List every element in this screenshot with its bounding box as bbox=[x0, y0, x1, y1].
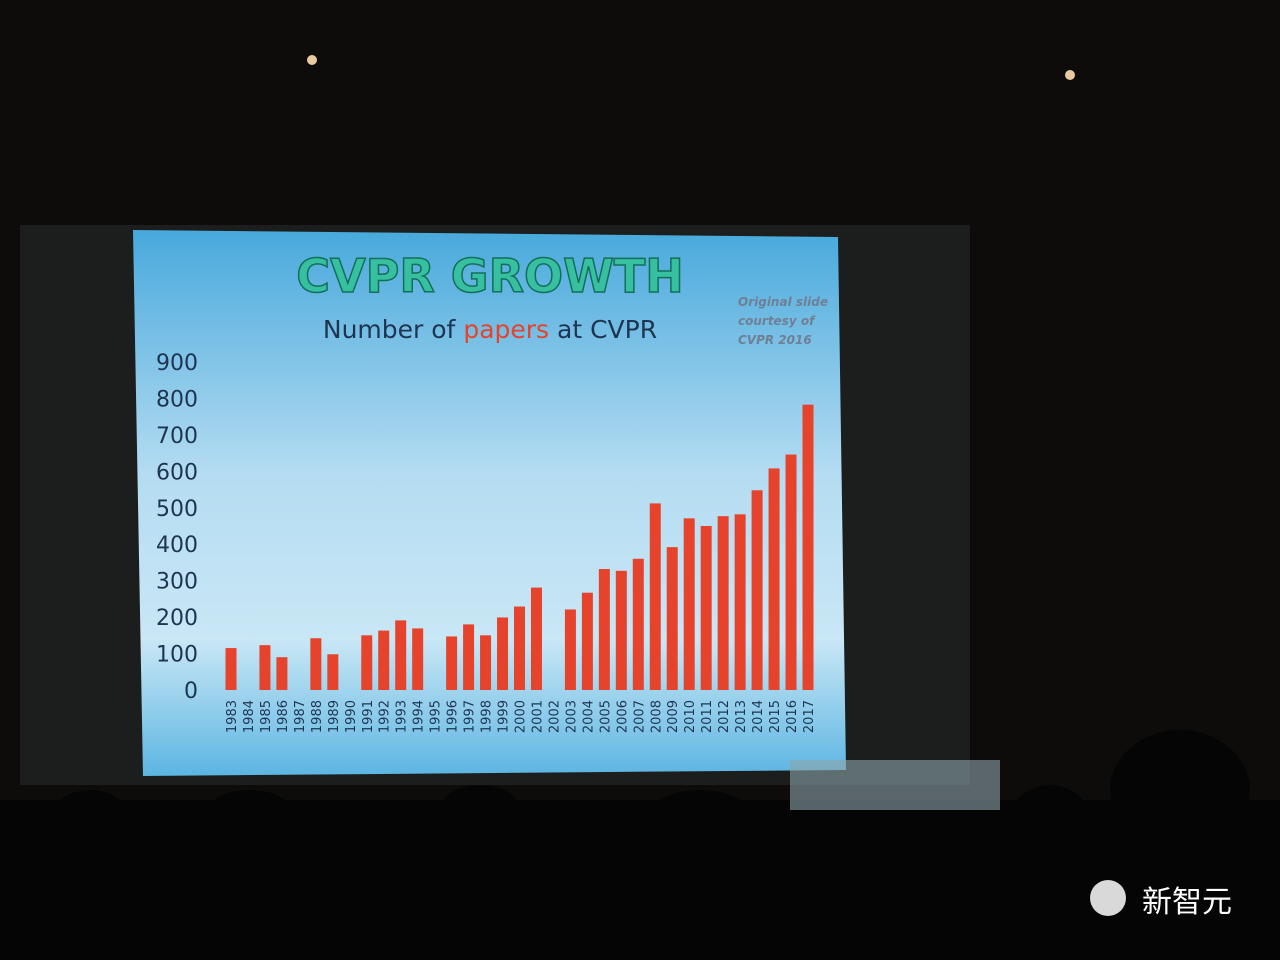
y-tick-label: 0 bbox=[184, 679, 198, 704]
x-tick-label: 1998 bbox=[480, 700, 495, 733]
note-line: Original slide bbox=[738, 295, 828, 309]
bar bbox=[615, 570, 627, 690]
x-tick-label: 1991 bbox=[361, 700, 376, 733]
bar bbox=[446, 636, 458, 690]
bar bbox=[768, 468, 780, 690]
audience bbox=[0, 730, 1280, 960]
x-tick-label: 2013 bbox=[734, 700, 749, 733]
y-tick-label: 600 bbox=[156, 460, 198, 485]
bar bbox=[412, 628, 424, 690]
bar bbox=[327, 654, 339, 690]
bar bbox=[361, 635, 373, 690]
bar bbox=[751, 490, 763, 690]
x-tick-label: 2007 bbox=[632, 700, 647, 733]
bar bbox=[378, 630, 390, 690]
x-tick-label: 2016 bbox=[785, 700, 800, 733]
watermark: 新智元 bbox=[1090, 880, 1232, 920]
y-tick-label: 400 bbox=[156, 533, 198, 558]
x-tick-label: 1993 bbox=[395, 700, 410, 733]
bar bbox=[666, 547, 678, 690]
bar bbox=[785, 454, 797, 690]
subtitle-highlight: papers bbox=[463, 315, 549, 344]
x-tick-label: 2010 bbox=[683, 700, 698, 733]
bar bbox=[395, 620, 407, 690]
x-tick-label: 2005 bbox=[598, 700, 613, 733]
ceiling-light bbox=[1065, 70, 1075, 80]
bar bbox=[225, 648, 237, 690]
note-line: courtesy of bbox=[738, 314, 816, 328]
x-tick-label: 1997 bbox=[463, 700, 478, 733]
x-tick-label: 2002 bbox=[547, 700, 562, 733]
bar bbox=[497, 617, 509, 690]
podium bbox=[790, 760, 1000, 810]
x-tick-label: 2003 bbox=[564, 700, 579, 733]
x-tick-label: 1994 bbox=[412, 700, 427, 733]
y-tick-label: 300 bbox=[156, 570, 198, 595]
bar bbox=[802, 404, 814, 690]
bar bbox=[564, 609, 576, 690]
chart: 0 100 200 300 400 500 600 700 800 900 1983 1984 1985… bbox=[156, 351, 817, 733]
slide-title: CVPR GROWTH bbox=[296, 249, 683, 303]
x-tick-label: 2011 bbox=[700, 700, 715, 733]
bar bbox=[480, 635, 492, 690]
x-tick-label: 2008 bbox=[649, 700, 664, 733]
bar bbox=[649, 503, 661, 690]
x-tick-label: 1988 bbox=[310, 700, 325, 733]
watermark-text: 新智元 bbox=[1142, 885, 1232, 920]
bar bbox=[463, 624, 475, 690]
x-tick-label: 1987 bbox=[293, 700, 308, 733]
x-tick-label: 1995 bbox=[429, 700, 444, 733]
bar bbox=[259, 645, 271, 690]
watermark-icon bbox=[1090, 880, 1126, 916]
y-tick-label: 900 bbox=[156, 351, 198, 376]
subtitle-part: Number of bbox=[323, 315, 457, 344]
slide bbox=[133, 230, 846, 776]
x-tick-label: 2014 bbox=[751, 700, 766, 733]
bar bbox=[598, 569, 610, 690]
note-line: CVPR 2016 bbox=[738, 333, 812, 347]
x-tick-label: 2012 bbox=[717, 700, 732, 733]
x-tick-label: 2006 bbox=[615, 700, 630, 733]
x-tick-label: 1986 bbox=[276, 700, 291, 733]
x-tick-label: 1999 bbox=[497, 700, 512, 733]
x-tick-label: 2015 bbox=[768, 700, 783, 733]
subtitle-part: at CVPR bbox=[557, 315, 657, 344]
x-tick-label: 2001 bbox=[530, 700, 545, 733]
bar bbox=[514, 606, 525, 690]
x-tick-label: 2000 bbox=[514, 700, 529, 733]
bar bbox=[276, 657, 288, 690]
x-tick-label: 1990 bbox=[344, 700, 359, 733]
note: Original slide courtesy of CVPR 2016 bbox=[738, 295, 828, 347]
x-tick-label: 1992 bbox=[378, 700, 393, 733]
bar bbox=[700, 526, 712, 690]
bar bbox=[683, 518, 695, 690]
x-tick-label: 1984 bbox=[242, 700, 257, 733]
bar bbox=[717, 516, 729, 690]
x-tick-label: 1985 bbox=[259, 700, 274, 733]
x-tick-label: 2017 bbox=[802, 700, 817, 733]
x-tick-label: 1989 bbox=[327, 700, 342, 733]
x-tick-label: 1996 bbox=[446, 700, 461, 733]
bar bbox=[530, 587, 542, 690]
bar bbox=[581, 592, 593, 690]
y-tick-label: 500 bbox=[156, 497, 198, 522]
y-tick-label: 800 bbox=[156, 387, 198, 412]
bar bbox=[734, 514, 746, 690]
ceiling-light bbox=[307, 55, 317, 65]
x-tick-label: 2009 bbox=[666, 700, 681, 733]
y-tick-label: 200 bbox=[156, 606, 198, 631]
slide-subtitle: Number of papers at CVPR bbox=[323, 315, 657, 344]
y-tick-label: 100 bbox=[156, 643, 198, 668]
x-tick-label: 2004 bbox=[581, 700, 596, 733]
bar bbox=[632, 558, 644, 690]
x-tick-label: 1983 bbox=[225, 700, 240, 733]
bar bbox=[310, 638, 322, 690]
y-tick-label: 700 bbox=[156, 424, 198, 449]
